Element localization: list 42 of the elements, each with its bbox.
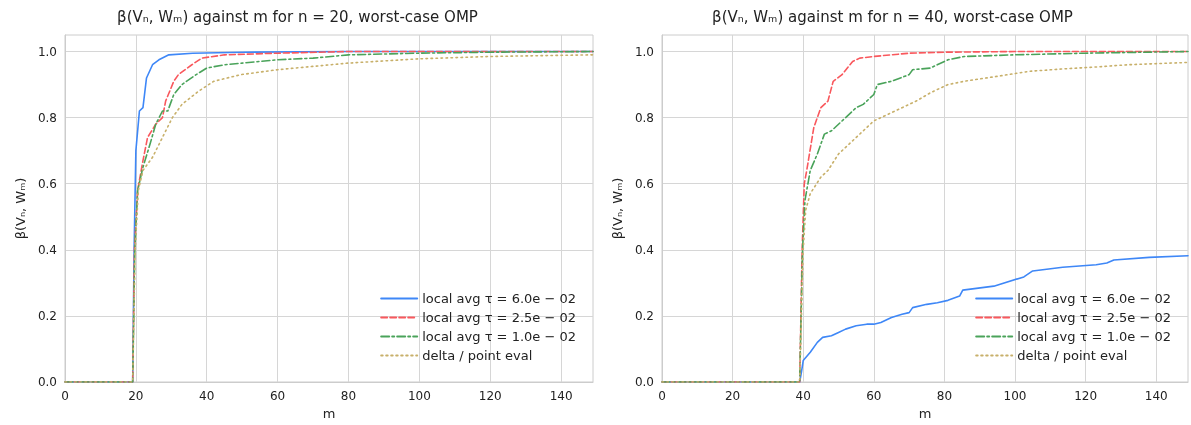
x-tick-label: 60 <box>269 389 286 403</box>
x-tick-label: 140 <box>549 389 573 403</box>
legend-label: local avg τ = 1.0e − 02 <box>1017 329 1172 344</box>
legend-label: local avg τ = 2.5e − 02 <box>1017 310 1172 325</box>
x-tick-label: 120 <box>478 389 502 403</box>
y-tick-label: 0.0 <box>634 375 654 389</box>
x-tick-label: 40 <box>795 389 811 403</box>
y-tick-label: 0.6 <box>37 176 57 191</box>
x-tick-label: 0 <box>61 389 69 403</box>
legend-label: local avg τ = 2.5e − 02 <box>422 310 577 325</box>
x-tick-label: 100 <box>1003 389 1027 403</box>
x-tick-label: 100 <box>407 389 431 403</box>
chart-title: β(Vₙ, Wₘ) against m for n = 40, worst-case OMP <box>712 7 1073 26</box>
y-axis-title: β(Vₙ, Wₘ) <box>610 177 625 240</box>
y-tick-label: 0.2 <box>634 308 654 323</box>
chart-title: β(Vₙ, Wₘ) against m for n = 20, worst-case OMP <box>117 7 478 26</box>
x-tick-label: 20 <box>724 389 741 403</box>
y-tick-label: 1.0 <box>634 44 654 59</box>
y-tick-label: 0.2 <box>37 308 57 323</box>
y-tick-label: 0.4 <box>37 242 57 257</box>
x-tick-label: 120 <box>1074 389 1098 403</box>
legend-label: delta / point eval <box>422 348 533 363</box>
y-axis-title: β(Vₙ, Wₘ) <box>13 177 28 240</box>
y-tick-label: 0.6 <box>634 176 654 191</box>
legend-label: local avg τ = 6.0e − 02 <box>422 291 577 306</box>
x-axis-title: m <box>322 405 336 421</box>
x-tick-label: 80 <box>936 389 953 403</box>
y-tick-label: 0.8 <box>634 110 654 125</box>
x-tick-label: 80 <box>340 389 357 403</box>
y-tick-label: 0.4 <box>634 242 654 257</box>
x-axis-title: m <box>918 405 932 421</box>
x-tick-label: 60 <box>866 389 882 403</box>
y-tick-label: 1.0 <box>37 44 57 59</box>
legend-label: local avg τ = 6.0e − 02 <box>1017 291 1172 306</box>
legend-label: delta / point eval <box>1017 348 1128 363</box>
y-tick-label: 0.0 <box>37 375 57 389</box>
x-tick-label: 0 <box>658 389 666 403</box>
x-tick-label: 140 <box>1144 389 1168 403</box>
legend-label: local avg τ = 1.0e − 02 <box>422 329 577 344</box>
x-tick-label: 40 <box>199 389 215 403</box>
x-tick-label: 20 <box>128 389 144 403</box>
y-tick-label: 0.8 <box>37 110 57 125</box>
